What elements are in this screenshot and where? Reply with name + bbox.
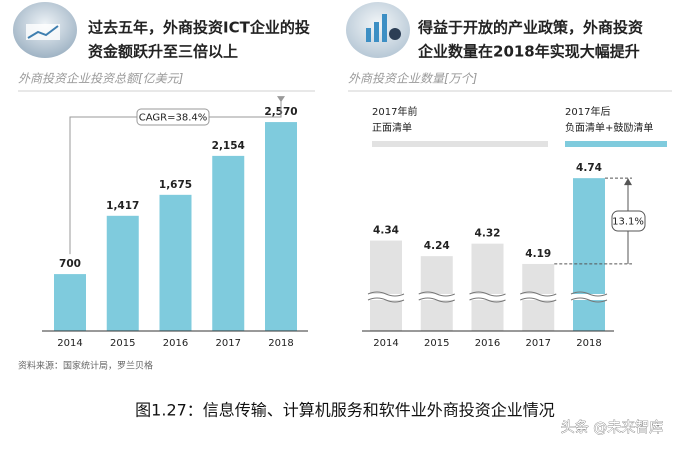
caption: 图1.27：信息传输、计算机服务和软件业外商投资企业情况 — [135, 401, 555, 420]
axis-break-gap — [368, 294, 404, 300]
x-tick-label: 2016 — [475, 338, 500, 349]
value-label: 4.19 — [525, 248, 551, 260]
group-label: 正面清单 — [372, 121, 412, 134]
value-label: 4.24 — [424, 240, 450, 252]
x-tick-label: 2014 — [373, 338, 398, 349]
bar — [106, 215, 139, 331]
axis-break — [570, 297, 608, 303]
group-period: 2017年前 — [372, 105, 417, 118]
axis-break-gap — [520, 294, 557, 300]
value-label: 1,675 — [159, 179, 192, 191]
bar — [573, 178, 605, 331]
x-tick-label: 2018 — [268, 338, 293, 349]
group-band — [565, 141, 667, 147]
bar — [370, 240, 402, 331]
axis-break — [367, 297, 405, 303]
x-tick-label: 2018 — [576, 338, 601, 349]
axis-break — [570, 291, 608, 297]
axis-break-gap — [418, 294, 455, 300]
annotation-arrow — [277, 96, 285, 103]
group-label: 负面清单+鼓励清单 — [565, 121, 653, 134]
group-period: 2017年后 — [565, 105, 610, 118]
axis-break-gap — [571, 294, 607, 300]
value-label: 4.74 — [576, 162, 602, 174]
watermark: 头条 @未来智库 — [561, 419, 663, 436]
title-line: 过去五年，外商投资ICT企业的投 — [88, 19, 310, 37]
title-line: 资金额跃升至三倍以上 — [88, 43, 238, 61]
bar — [159, 194, 192, 331]
group-band — [372, 141, 548, 147]
x-tick-label: 2017 — [216, 338, 241, 349]
icon-right — [346, 2, 410, 58]
value-label: 2,154 — [212, 140, 245, 152]
value-label: 4.34 — [373, 225, 399, 237]
bar — [54, 274, 86, 331]
x-tick-label: 2015 — [424, 338, 449, 349]
annotation: CAGR=38.4% — [139, 113, 208, 124]
subtitle: 外商投资企业投资总额[亿美元] — [18, 72, 184, 86]
axis-break — [520, 297, 557, 303]
bar — [212, 155, 245, 331]
value-label: 1,417 — [106, 200, 139, 212]
value-label: 4.32 — [475, 228, 501, 240]
x-tick-label: 2015 — [110, 338, 135, 349]
annotation-arrow — [624, 178, 632, 186]
axis-break — [367, 291, 405, 297]
title-line: 得益于开放的产业政策，外商投资 — [417, 19, 643, 37]
axis-break — [418, 297, 455, 303]
x-tick-label: 2016 — [163, 338, 188, 349]
axis-break-gap — [469, 294, 506, 300]
annotation-box — [136, 108, 210, 126]
title-line: 企业数量在2018年实现大幅提升 — [417, 43, 640, 61]
axis-break — [469, 297, 506, 303]
subtitle: 外商投资企业数量[万个] — [348, 72, 478, 86]
x-tick-label: 2017 — [526, 338, 551, 349]
axis-break — [469, 291, 506, 297]
bar — [265, 122, 297, 332]
icon-left — [13, 2, 77, 58]
value-label: 700 — [59, 258, 81, 270]
annotation-box — [611, 210, 646, 232]
axis-break — [418, 291, 455, 297]
source: 资料来源：国家统计局，罗兰贝格 — [18, 360, 153, 372]
axis-break — [520, 291, 557, 297]
x-tick-label: 2014 — [57, 338, 82, 349]
annotation: 13.1% — [612, 217, 644, 228]
bar — [471, 243, 504, 331]
